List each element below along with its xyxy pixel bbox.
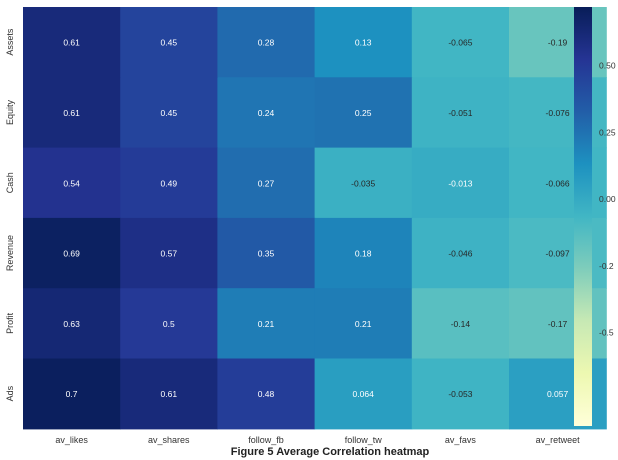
x-tick-label: av_shares — [148, 435, 190, 445]
cell-value-label: 0.61 — [63, 108, 80, 118]
cell-value-label: 0.35 — [258, 249, 275, 259]
heatmap-cell — [120, 77, 218, 149]
heatmap-cell — [217, 147, 316, 219]
cell-value-label: 0.24 — [258, 108, 275, 118]
cell-value-label: -0.097 — [546, 249, 570, 259]
cell-value-label: -0.066 — [546, 178, 570, 188]
cell-value-label: -0.076 — [546, 108, 570, 118]
cell-value-label: 0.49 — [161, 178, 178, 188]
heatmap-cell — [314, 288, 413, 360]
cell-value-label: 0.18 — [355, 249, 372, 259]
cell-value-label: 0.21 — [355, 319, 372, 329]
heatmap-cell — [217, 358, 316, 430]
heatmap-cell — [411, 358, 510, 430]
heatmap-cell — [120, 147, 218, 219]
cell-value-label: 0.54 — [63, 178, 80, 188]
figure-caption: Figure 5 Average Correlation heatmap — [230, 446, 430, 458]
cell-value-label: -0.17 — [548, 319, 568, 329]
colorbar-tick-label: -0.5 — [599, 328, 614, 338]
colorbar-tick-label: -0.2 — [599, 261, 614, 271]
colorbar: 0.50 0.25 0.00 -0.2 -0.5 — [574, 7, 616, 426]
y-tick-label: Profit — [5, 312, 15, 334]
cell-value-label: -0.14 — [451, 319, 471, 329]
cell-value-label: 0.45 — [161, 108, 178, 118]
y-tick-label: Assets — [5, 28, 15, 56]
cell-value-label: -0.053 — [448, 389, 472, 399]
heatmap-cell — [23, 288, 121, 360]
cell-value-label: 0.57 — [161, 249, 178, 259]
cell-value-label: 0.69 — [63, 249, 80, 259]
heatmap-cell — [314, 77, 413, 149]
heatmap-cell — [23, 7, 121, 78]
cell-value-label: -0.035 — [351, 178, 375, 188]
heatmap-cell — [23, 147, 121, 219]
heatmap-cell — [120, 217, 218, 289]
cell-value-label: -0.013 — [448, 178, 472, 188]
heatmap-cell — [411, 7, 510, 78]
heatmap-cell — [120, 358, 218, 430]
heatmap-cell — [23, 217, 121, 289]
heatmap-cell — [314, 358, 413, 430]
heatmap-cell — [217, 217, 316, 289]
cell-value-label: -0.065 — [448, 38, 472, 48]
colorbar-tick-label: 0.25 — [599, 127, 616, 137]
heatmap-cell — [411, 147, 510, 219]
x-tick-label: av_likes — [55, 435, 88, 445]
heatmap-cell — [23, 77, 121, 149]
cell-value-label: 0.7 — [66, 389, 78, 399]
heatmap-cell — [23, 358, 121, 430]
cell-value-label: 0.61 — [161, 389, 178, 399]
cell-value-label: 0.61 — [63, 38, 80, 48]
heatmap-cells: 0.61 0.45 0.28 0.13 -0.065 -0.19 0.61 0.45 0.24 0… — [23, 7, 607, 430]
cell-value-label: 0.63 — [63, 319, 80, 329]
y-tick-labels: Assets Equity Cash Revenue Profit Ads — [5, 28, 15, 401]
heatmap-cell — [314, 217, 413, 289]
colorbar-tick-label: 0.50 — [599, 61, 616, 71]
cell-value-label: 0.13 — [355, 38, 372, 48]
x-tick-label: av_retweet — [536, 435, 581, 445]
heatmap-cell — [314, 7, 413, 78]
x-tick-label: follow_tw — [345, 435, 383, 445]
heatmap-cell — [411, 217, 510, 289]
cell-value-label: 0.25 — [355, 108, 372, 118]
cell-value-label: 0.28 — [258, 38, 275, 48]
cell-value-label: -0.19 — [548, 38, 568, 48]
heatmap-cell — [217, 77, 316, 149]
heatmap-cell — [120, 288, 218, 360]
heatmap-cell — [314, 147, 413, 219]
heatmap-cell — [411, 288, 510, 360]
cell-value-label: 0.057 — [547, 389, 569, 399]
y-tick-label: Equity — [5, 99, 15, 125]
heatmap-cell — [411, 77, 510, 149]
heatmap-cell — [120, 7, 218, 78]
cell-value-label: 0.45 — [161, 38, 178, 48]
cell-value-label: 0.27 — [258, 178, 275, 188]
y-tick-label: Ads — [5, 385, 15, 401]
cell-value-label: 0.5 — [163, 319, 175, 329]
x-tick-label: av_favs — [445, 435, 477, 445]
x-tick-labels: av_likes av_shares follow_fb follow_tw av_fa… — [55, 435, 580, 445]
cell-value-label: -0.051 — [448, 108, 472, 118]
cell-value-label: 0.064 — [353, 389, 375, 399]
cell-value-label: -0.046 — [448, 249, 472, 259]
x-tick-label: follow_fb — [248, 435, 284, 445]
y-tick-label: Cash — [5, 172, 15, 193]
heatmap-cell — [217, 288, 316, 360]
cell-value-label: 0.48 — [258, 389, 275, 399]
colorbar-tick-label: 0.00 — [599, 194, 616, 204]
y-tick-label: Revenue — [5, 235, 15, 271]
cell-value-label: 0.21 — [258, 319, 275, 329]
heatmap-cell — [217, 7, 316, 78]
colorbar-gradient — [574, 7, 592, 426]
